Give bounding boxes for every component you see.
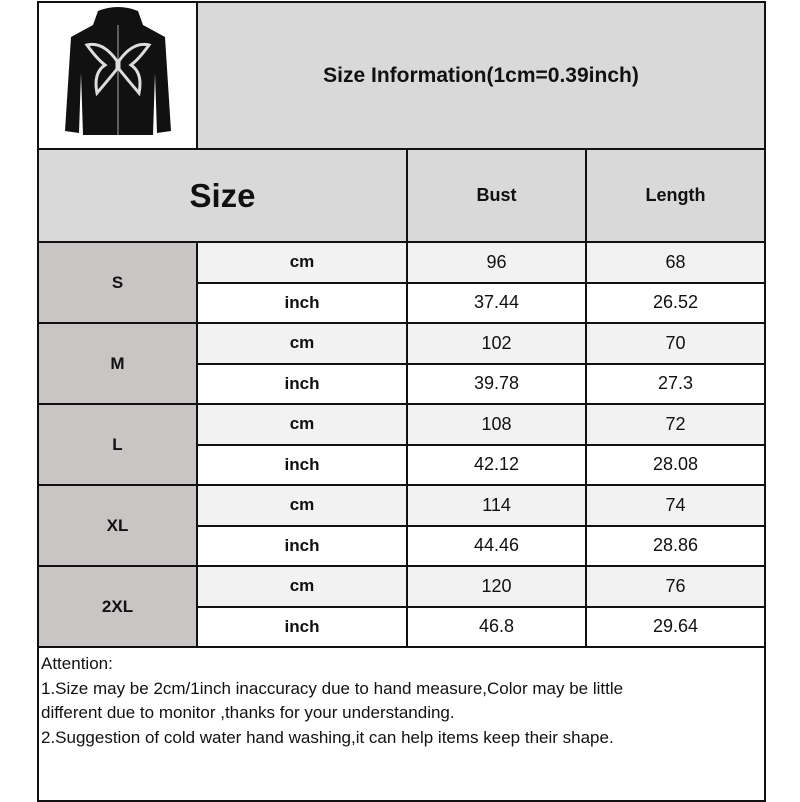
bust-value: 37.44 [406, 281, 587, 324]
table-row: 2XL cm 120 76 [37, 565, 766, 648]
size-label: 2XL [37, 565, 198, 648]
bust-value: 96 [406, 241, 587, 284]
attention-line: different due to monitor ,thanks for you… [41, 703, 455, 722]
length-value: 76 [585, 565, 766, 608]
unit-label: cm [196, 241, 408, 284]
page-title: Size Information(1cm=0.39inch) [196, 1, 766, 150]
bust-value: 46.8 [406, 605, 587, 648]
size-chart-table: Size Information(1cm=0.39inch) Size Bust… [37, 1, 766, 802]
unit-label: inch [196, 362, 408, 405]
unit-label: inch [196, 443, 408, 486]
product-image-cell [37, 1, 198, 150]
unit-label: cm [196, 403, 408, 446]
table-row: inch 44.46 28.86 [38, 524, 766, 567]
length-value: 70 [585, 322, 766, 365]
length-value: 26.52 [585, 281, 766, 324]
unit-label: cm [196, 484, 408, 527]
length-value: 74 [585, 484, 766, 527]
length-value: 72 [585, 403, 766, 446]
table-row: inch 42.12 28.08 [38, 443, 766, 486]
bust-value: 102 [406, 322, 587, 365]
table-row: inch 39.78 27.3 [38, 362, 766, 405]
unit-label: cm [196, 565, 408, 608]
size-label: XL [37, 484, 198, 567]
size-label: M [37, 322, 198, 405]
bust-value: 108 [406, 403, 587, 446]
size-label: S [37, 241, 198, 324]
hoodie-image [64, 7, 171, 135]
bust-value: 120 [406, 565, 587, 608]
unit-label: inch [196, 605, 408, 648]
size-label: L [37, 403, 198, 486]
unit-label: inch [196, 281, 408, 324]
bust-value: 44.46 [406, 524, 587, 567]
table-row: XL cm 114 74 [37, 484, 766, 567]
length-header: Length [585, 148, 766, 243]
bust-value: 42.12 [406, 443, 587, 486]
length-value: 28.86 [585, 524, 766, 567]
size-header: Size [37, 148, 408, 243]
bust-value: 39.78 [406, 362, 587, 405]
bust-value: 114 [406, 484, 587, 527]
table-row: inch 37.44 26.52 [38, 281, 766, 324]
unit-label: cm [196, 322, 408, 365]
length-value: 27.3 [585, 362, 766, 405]
length-value: 28.08 [585, 443, 766, 486]
attention-heading: Attention: [41, 654, 113, 673]
length-value: 29.64 [585, 605, 766, 648]
table-row: inch 46.8 29.64 [38, 605, 766, 648]
attention-line: 1.Size may be 2cm/1inch inaccuracy due t… [41, 678, 624, 698]
bust-header: Bust [406, 148, 587, 243]
attention-line: 2.Suggestion of cold water hand washing,… [41, 727, 614, 747]
unit-label: inch [196, 524, 408, 567]
attention-notes: Attention: 1.Size may be 2cm/1inch inacc… [37, 646, 766, 802]
length-value: 68 [585, 241, 766, 284]
